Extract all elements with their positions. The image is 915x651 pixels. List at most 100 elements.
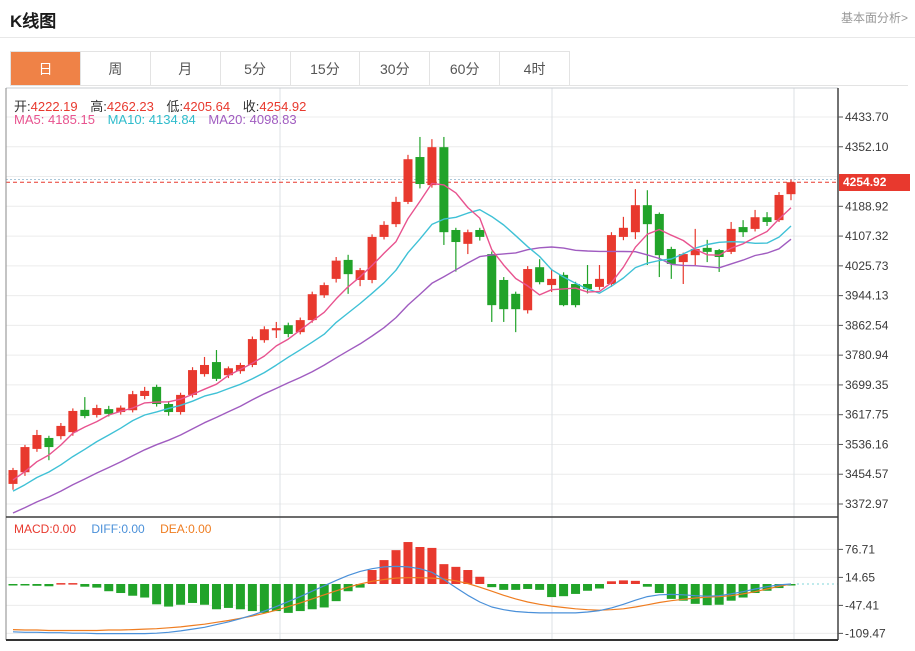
macd-histogram-bar	[152, 584, 162, 605]
diff-value: 0.00	[121, 522, 145, 536]
tab-15min[interactable]: 15分	[291, 52, 361, 85]
candle-body	[8, 470, 18, 484]
tab-4hour[interactable]: 4时	[523, 60, 546, 77]
macd-histogram-bar	[295, 584, 305, 612]
macd-histogram-bar	[307, 584, 317, 610]
tab-5min[interactable]: 5分	[221, 52, 291, 85]
candle-body	[140, 390, 150, 396]
tab-day[interactable]: 日	[11, 52, 81, 85]
ma5-line	[12, 182, 792, 481]
candle-body	[630, 205, 640, 233]
macd-histogram-bar	[68, 583, 78, 585]
candle-body	[786, 182, 796, 195]
candle-body	[211, 362, 221, 379]
diff-label: DIFF:	[91, 522, 122, 536]
candle-body	[343, 259, 353, 275]
high-value: 4262.23	[106, 99, 154, 114]
macd-histogram-bar	[559, 584, 569, 597]
candle-body	[475, 229, 485, 237]
tab-month[interactable]: 月	[151, 52, 221, 85]
macd-histogram-bar	[116, 584, 126, 594]
candle-body	[223, 368, 233, 376]
axis-label: 3372.97	[845, 497, 889, 511]
macd-histogram-bar	[642, 584, 652, 587]
candle-body	[259, 329, 269, 341]
candle-body	[152, 386, 162, 405]
candle-body	[535, 267, 545, 283]
candle-body	[487, 254, 497, 306]
macd-histogram-bar	[618, 580, 628, 584]
close-label: 收:	[242, 99, 260, 114]
candle-body	[511, 293, 521, 310]
macd-histogram-bar	[594, 584, 604, 589]
macd-histogram-bar	[188, 584, 198, 603]
candle-body	[654, 213, 664, 256]
last-price-badge: 4254.92	[839, 174, 910, 191]
macd-histogram-bar	[738, 584, 748, 598]
macd-histogram-bar	[128, 584, 138, 596]
macd-histogram-bar	[762, 584, 772, 591]
ma20-value: 4098.83	[249, 112, 297, 127]
tab-30min[interactable]: 30分	[360, 52, 431, 85]
axis-label: 4107.32	[845, 229, 889, 243]
candle-body	[594, 278, 604, 287]
tab-week[interactable]: 周	[81, 52, 151, 85]
candle-body	[559, 274, 569, 306]
ma20-line	[12, 238, 792, 514]
candle-body	[379, 224, 389, 237]
candle-body	[80, 409, 90, 417]
axis-label: 3536.16	[845, 437, 889, 451]
macd-histogram-bar	[415, 547, 425, 584]
macd-histogram-bar	[379, 560, 389, 584]
macd-histogram-bar	[176, 584, 186, 605]
candle-body	[176, 394, 186, 413]
candle-body	[690, 248, 700, 256]
axis-label: 76.71	[845, 542, 875, 556]
macd-histogram-bar	[427, 547, 437, 584]
candle-body	[463, 232, 473, 244]
axis-label: 4352.10	[845, 140, 889, 154]
candle-body	[666, 248, 676, 264]
candle-body	[403, 159, 413, 202]
low-value: 4205.64	[183, 99, 231, 114]
axis-label: -47.41	[845, 598, 879, 612]
diff-line	[12, 565, 792, 635]
axis-label: 4188.92	[845, 199, 889, 213]
macd-histogram-bar	[786, 584, 796, 586]
candle-body	[56, 425, 66, 437]
candle-body	[774, 194, 784, 221]
low-label: 低:	[166, 99, 184, 114]
period-tabbar: 日 周 月 5分 15分 30分 60分 4时	[10, 51, 570, 86]
axis-label: 3944.13	[845, 289, 889, 303]
macd-histogram-bar	[8, 584, 18, 586]
macd-histogram-bar	[535, 584, 545, 590]
candle-body	[319, 285, 329, 296]
tab-60min[interactable]: 60分	[430, 52, 501, 85]
axis-label: 14.65	[845, 570, 875, 584]
candle-body	[439, 147, 449, 233]
axis-label: 3454.57	[845, 467, 889, 481]
candle-body	[44, 437, 54, 448]
candle-body	[606, 235, 616, 284]
macd-histogram-bar	[140, 584, 150, 598]
candle-body	[499, 279, 509, 310]
macd-histogram-bar	[271, 584, 281, 612]
candle-body	[355, 270, 365, 280]
macd-histogram-bar	[547, 584, 557, 598]
macd-histogram-bar	[451, 566, 461, 584]
candle-body	[750, 217, 760, 229]
macd-info-bar: MACD:0.00 DIFF:0.00 DEA:0.00	[14, 522, 211, 536]
open-value: 4222.19	[30, 99, 78, 114]
candle-body	[116, 407, 126, 413]
fundamental-analysis-link[interactable]: 基本面分析>	[840, 11, 908, 25]
candle-body	[271, 328, 281, 331]
macd-histogram-bar	[583, 584, 593, 591]
macd-histogram-bar	[355, 584, 365, 588]
macd-histogram-bar	[92, 584, 102, 588]
candle-body	[247, 339, 257, 365]
ma10-label: MA10:	[107, 112, 146, 127]
candle-body	[583, 283, 593, 290]
macd-histogram-bar	[714, 584, 724, 605]
candle-body	[762, 217, 772, 222]
macd-value: 0.00	[52, 522, 77, 536]
